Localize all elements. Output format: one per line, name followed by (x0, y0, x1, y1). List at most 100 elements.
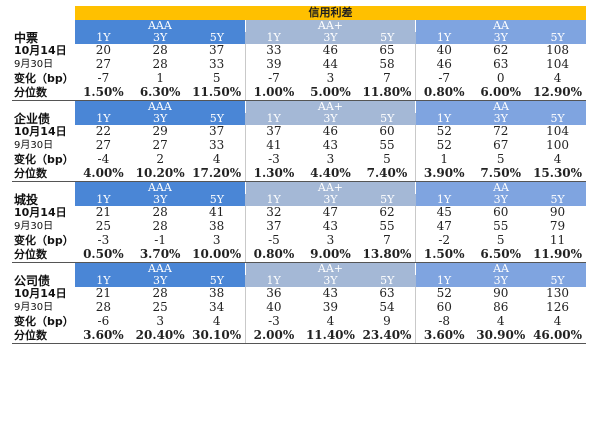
row-previous: 9月30日 25 28 38 37 43 55 47 55 79 (12, 219, 586, 234)
value-cell: -4 (97, 152, 110, 166)
grade-header: AA+ (244, 262, 416, 275)
value-cell: -7 (438, 71, 451, 85)
tenor-header: 5Y (358, 112, 416, 125)
row-label: 10月14日 (14, 205, 67, 219)
value-cell: 38 (188, 219, 246, 234)
value-cell: 40 (266, 300, 282, 314)
value-cell: 3 (326, 71, 335, 85)
value-cell: 1 (440, 152, 449, 166)
value-cell: 10.00% (188, 247, 246, 263)
value-cell: 52 (436, 138, 452, 152)
value-cell: 5 (496, 152, 505, 166)
tenor-header: 5Y (188, 193, 246, 206)
value-cell: 4 (553, 152, 562, 166)
tenor-header: 5Y (358, 193, 416, 206)
value-cell: 28 (95, 300, 112, 314)
grade-header-row: 中票 AAA AA+ AA (12, 19, 587, 44)
grade-header: AAA (75, 181, 246, 194)
row-label: 变化（bp） (14, 152, 74, 166)
row-current: 10月14日 22 29 37 37 46 60 52 72 104 (12, 124, 586, 139)
tenor-header: 5Y (358, 31, 416, 44)
value-cell: 3 (188, 233, 246, 248)
row-percentile: 分位数 0.50% 3.70% 10.00% 0.80% 9.00% 13.80% 1.50%… (12, 247, 587, 263)
value-cell: 20 (95, 43, 112, 57)
tenor-header: 1Y (75, 193, 132, 206)
grade-header-row: 城投 AAA AA+ AA (12, 181, 587, 205)
value-cell: 43 (322, 286, 339, 300)
value-cell: 6.00% (472, 85, 530, 101)
value-cell: 4 (188, 152, 246, 167)
value-cell: -3 (97, 233, 110, 247)
row-current: 10月14日 20 28 37 33 46 65 40 62 108 (12, 43, 586, 58)
tenor-header-row: 1Y 3Y 5Y 1Y 3Y 5Y 1Y 3Y 5Y (12, 193, 587, 206)
value-cell: 47 (436, 219, 452, 233)
grade-header: AAA (75, 19, 246, 32)
value-cell: 5 (358, 152, 417, 167)
row-label: 变化（bp） (14, 71, 74, 85)
value-cell: 41 (188, 205, 246, 220)
value-cell: 4 (188, 314, 246, 329)
tenor-header: 5Y (358, 274, 416, 287)
row-percentile: 分位数 3.60% 20.40% 30.10% 2.00% 11.40% 23.40% 3.6… (12, 328, 587, 344)
row-previous: 9月30日 27 28 33 39 44 58 46 63 104 (12, 57, 586, 72)
row-label: 10月14日 (14, 124, 67, 138)
value-cell: 9 (358, 314, 417, 329)
value-cell: 65 (358, 43, 417, 58)
value-cell: -5 (268, 233, 280, 247)
tenor-header: 5Y (188, 112, 246, 125)
row-previous: 9月30日 28 25 34 40 39 54 60 86 126 (12, 300, 586, 315)
value-cell: 4 (553, 71, 562, 85)
grade-header: AA (415, 181, 587, 194)
value-cell: 11.50% (188, 85, 246, 101)
value-cell: 43 (322, 219, 339, 233)
value-cell: 11.80% (358, 85, 417, 101)
row-label: 分位数 (12, 166, 75, 182)
grade-header: AA+ (244, 19, 416, 32)
value-cell: 9.00% (302, 247, 359, 263)
value-cell: 47 (322, 205, 339, 219)
value-cell: 21 (95, 205, 112, 219)
tenor-header: 5Y (529, 274, 587, 287)
value-cell: 130 (546, 286, 570, 300)
value-cell: 37 (188, 43, 246, 58)
tenor-header-row: 1Y 3Y 5Y 1Y 3Y 5Y 1Y 3Y 5Y (12, 112, 587, 125)
value-cell: 79 (549, 219, 566, 233)
row-label: 分位数 (12, 328, 75, 344)
value-cell: 2.00% (245, 328, 303, 344)
value-cell: 4.00% (75, 166, 132, 182)
tenor-header: 1Y (245, 31, 303, 44)
value-cell: 7 (358, 233, 417, 248)
tenor-header: 5Y (188, 274, 246, 287)
value-cell: 33 (188, 57, 246, 72)
value-cell: 104 (546, 57, 570, 71)
value-cell: 62 (493, 43, 509, 57)
row-change: 变化（bp） -4 2 4 -3 3 5 1 5 4 (12, 152, 586, 167)
tenor-header: 5Y (529, 193, 587, 206)
value-cell: 46 (436, 57, 452, 71)
value-cell: 60 (493, 205, 509, 219)
value-cell: 4 (326, 314, 335, 328)
tenor-header: 1Y (415, 112, 473, 125)
value-cell: 28 (152, 43, 168, 57)
value-cell: 32 (266, 205, 282, 219)
row-previous: 9月30日 27 27 33 41 43 55 52 67 100 (12, 138, 586, 153)
tenor-header: 5Y (529, 31, 587, 44)
value-cell: 52 (436, 286, 452, 300)
row-change: 变化（bp） -6 3 4 -3 4 9 -8 4 4 (12, 314, 586, 329)
tenor-header: 3Y (472, 193, 530, 206)
value-cell: 37 (188, 124, 246, 139)
row-label: 10月14日 (14, 286, 67, 300)
tenor-header: 3Y (131, 193, 189, 206)
value-cell: 86 (493, 300, 509, 314)
title-corner-cell (12, 6, 75, 20)
tenor-header: 1Y (75, 274, 132, 287)
value-cell: 63 (358, 286, 417, 301)
value-cell: 67 (493, 138, 509, 152)
row-percentile: 分位数 4.00% 10.20% 17.20% 1.30% 4.40% 7.40% 3.90%… (12, 166, 587, 182)
value-cell: 12.90% (529, 85, 587, 101)
value-cell: 55 (493, 219, 509, 233)
tenor-header: 3Y (131, 112, 189, 125)
value-cell: 104 (546, 124, 570, 138)
value-cell: -6 (97, 314, 110, 328)
value-cell: 13.80% (358, 247, 417, 263)
